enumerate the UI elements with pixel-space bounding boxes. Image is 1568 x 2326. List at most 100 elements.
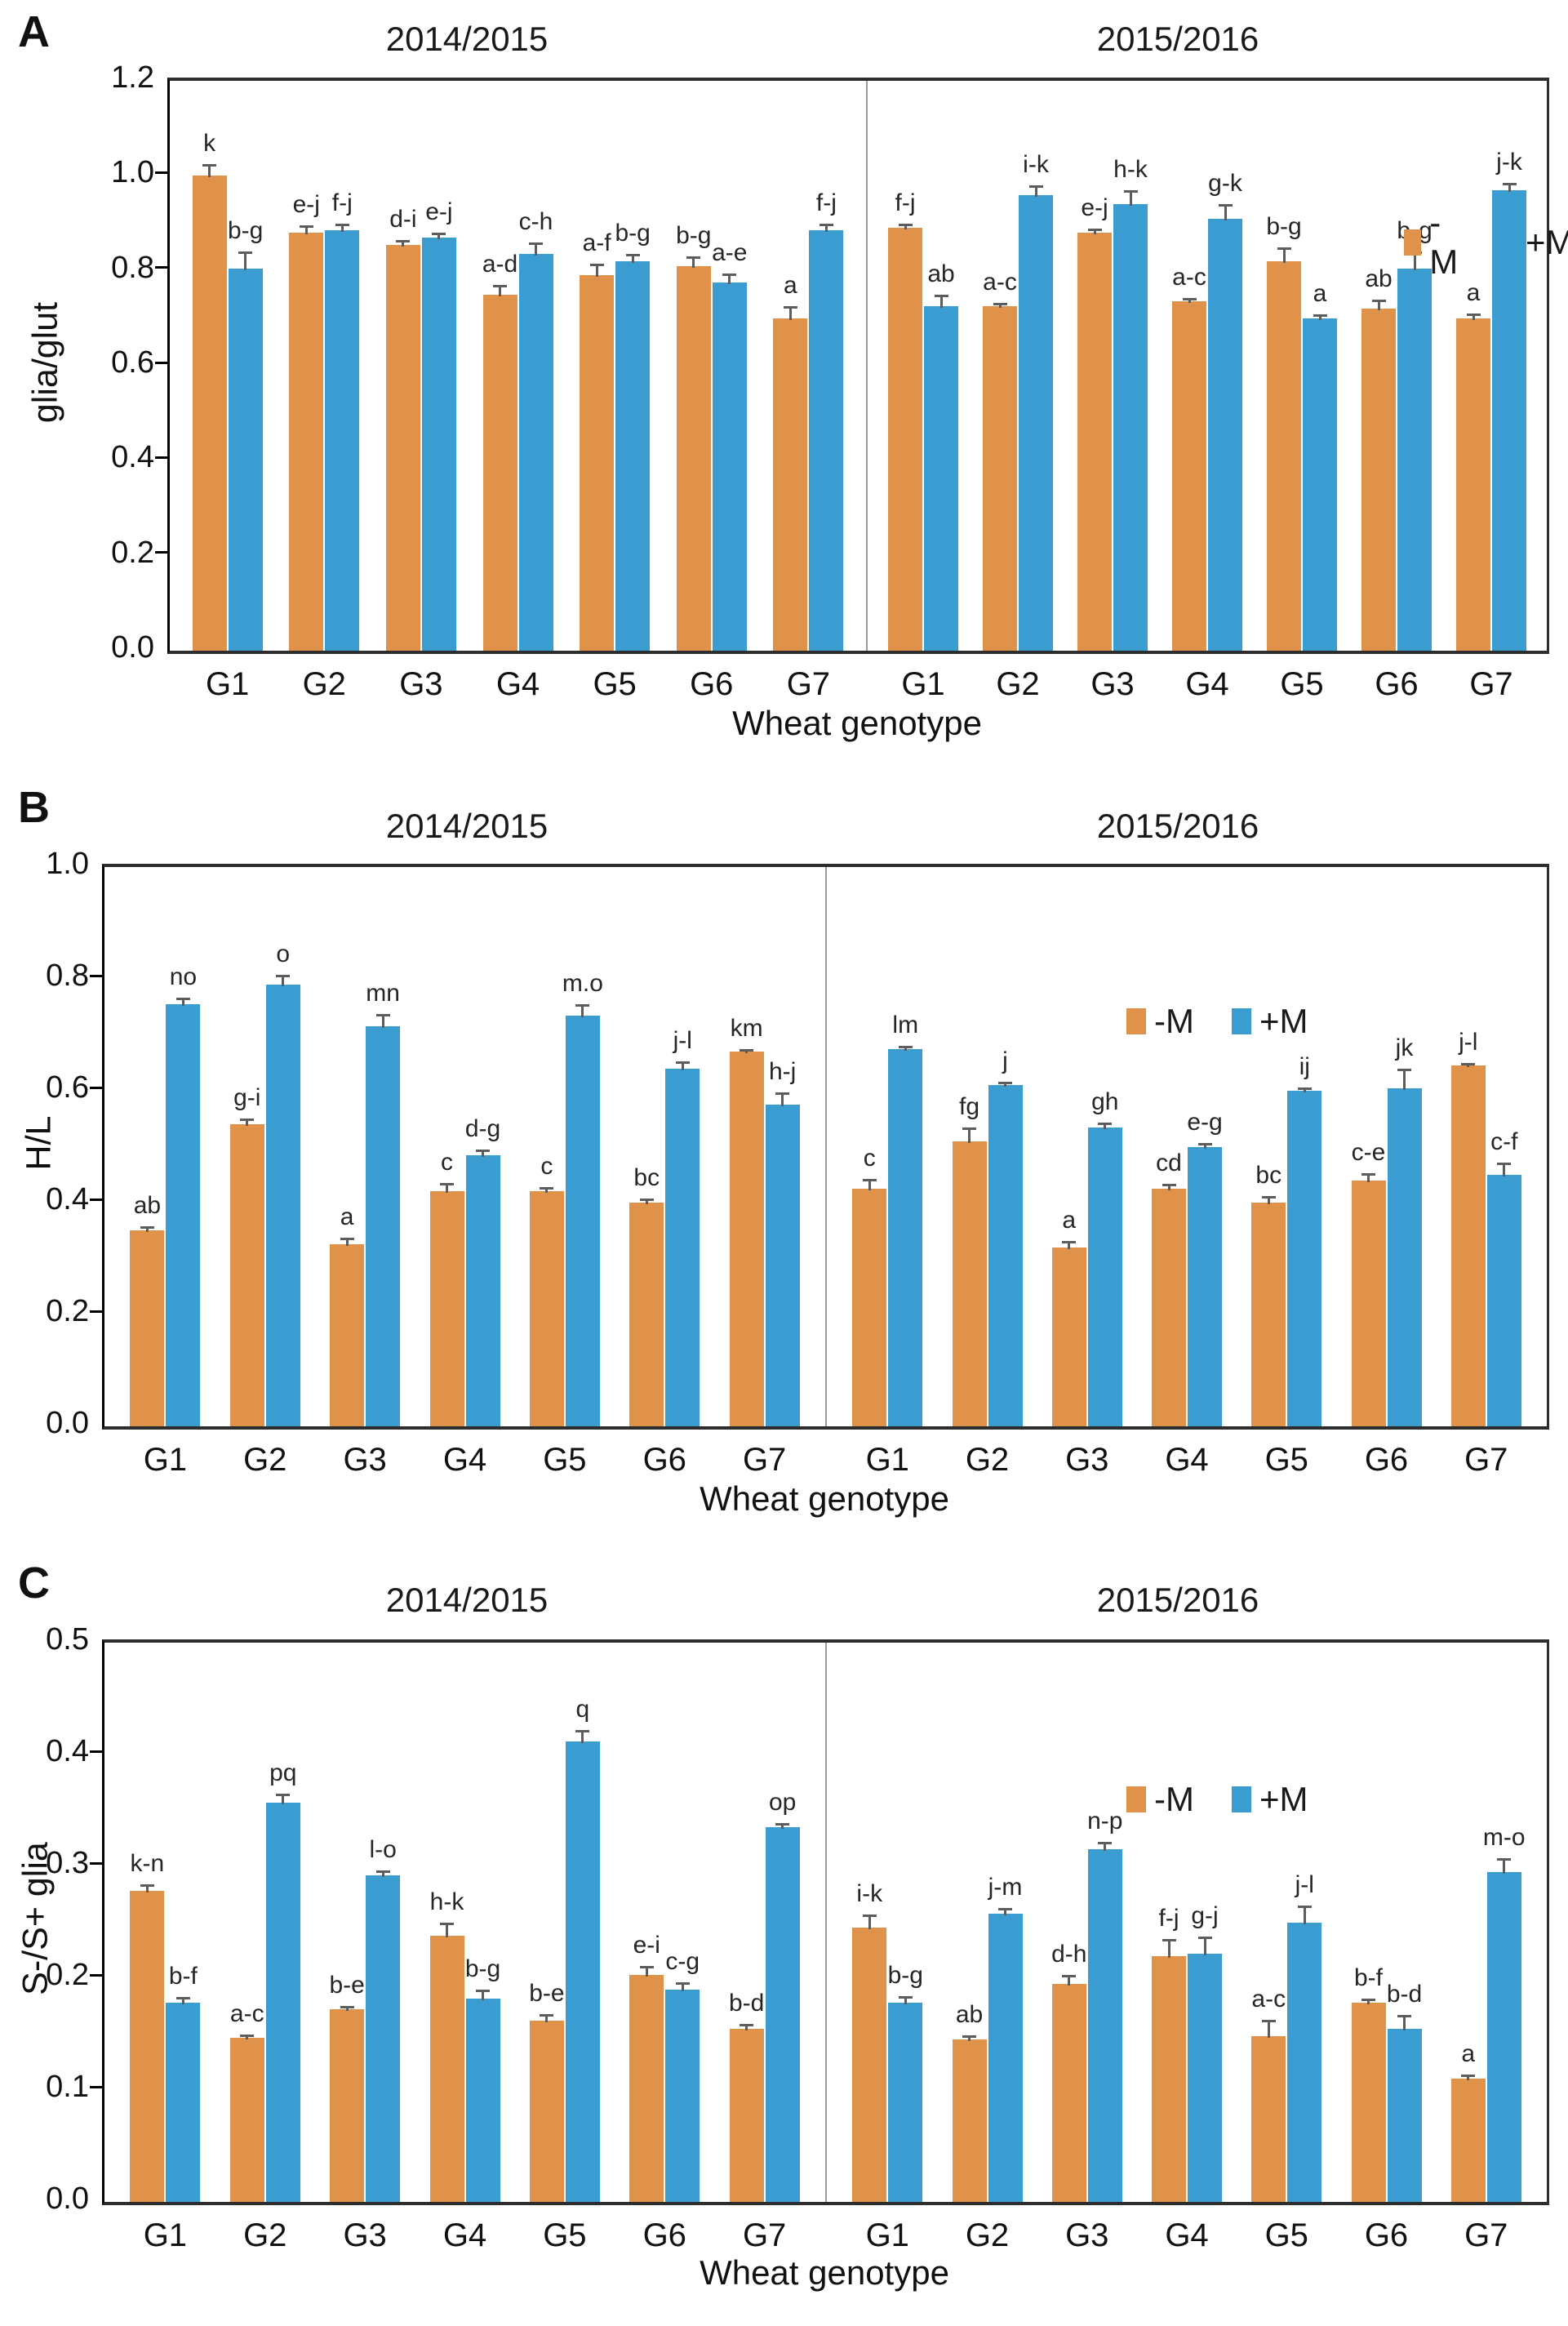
- bar-group-g2: e-j f-j G2: [285, 81, 363, 702]
- bar-slot: d-g: [465, 867, 500, 1426]
- panel-letter: A: [18, 7, 50, 56]
- significance-letter: e-j: [1081, 194, 1108, 222]
- bar-plus-m: [888, 1048, 923, 1426]
- bar-minus-m: [229, 2037, 264, 2202]
- bar-group-g3: a gh G3: [1048, 867, 1126, 1478]
- y-tick-label: 0.0: [111, 630, 154, 665]
- legend: -M +M: [1126, 1002, 1308, 1041]
- bar-group-g7: km h-j G7: [726, 867, 804, 1478]
- error-bar-cap: [862, 1914, 877, 1917]
- bar-minus-m: [1051, 1983, 1086, 2202]
- subplot-title-2015-2016: 2015/2016: [1096, 20, 1259, 58]
- significance-letter: bc: [633, 1163, 660, 1191]
- bar-slot: b-g: [888, 1643, 923, 2202]
- legend-label-minus-m: -M: [1154, 1780, 1194, 1818]
- significance-letter: ab: [955, 2000, 984, 2028]
- y-tick-mark: [90, 2085, 102, 2088]
- error-bar-cap: [1371, 299, 1386, 302]
- significance-letter: b-d: [1386, 1981, 1423, 2008]
- bar-slot: ij: [1287, 867, 1322, 1426]
- error-bar-stem: [581, 1729, 584, 1743]
- error-bar-stem: [1367, 1173, 1370, 1182]
- subplot-title-2014-2015: 2014/2015: [385, 807, 549, 845]
- error-bar-cap: [335, 223, 349, 226]
- y-tick-label: 0.6: [46, 1070, 89, 1105]
- error-bar-cap: [440, 1922, 454, 1925]
- bar-minus-m: [529, 1191, 564, 1426]
- error-bar-stem: [1068, 1974, 1071, 1986]
- error-bar-cap: [140, 1883, 154, 1887]
- legend-label-plus-m: +M: [1259, 1780, 1308, 1818]
- bar-slot: q: [565, 1643, 600, 2202]
- bar-slot: b-g: [465, 1643, 500, 2202]
- x-tick-label: G1: [865, 2217, 909, 2253]
- error-bar-cap: [476, 1989, 490, 1992]
- significance-letter: g-k: [1208, 170, 1242, 198]
- bar-slot: m.o: [562, 867, 603, 1426]
- error-bar-cap: [1361, 1998, 1375, 2001]
- bar-plus-m: [518, 254, 553, 651]
- bar-slot: o: [265, 867, 300, 1426]
- bar-minus-m: [429, 1191, 464, 1426]
- bar-slot: h-k: [429, 1643, 464, 2202]
- bar-plus-m: [988, 1085, 1023, 1426]
- error-bar-cap: [1261, 1195, 1276, 1199]
- error-bar-stem: [545, 2013, 549, 2023]
- y-tick-label: 0.2: [46, 1294, 89, 1328]
- bar-slot: g-i: [229, 867, 264, 1426]
- bar-slot: a: [1303, 81, 1337, 651]
- bar-minus-m: [529, 2021, 564, 2202]
- significance-letter: ij: [1299, 1052, 1310, 1080]
- bar-minus-m: [1351, 2003, 1386, 2202]
- bar-minus-m: [676, 265, 711, 651]
- significance-letter: f-j: [895, 189, 916, 216]
- significance-letter: b-e: [329, 1972, 365, 1999]
- error-bar-cap: [1098, 1841, 1113, 1844]
- half-2015-2016: i-k b-g G1 ab j-m G2 d-h n-p G3 f-j g-j G4 a-c j-l G5 b…: [827, 1643, 1547, 2253]
- bar-slot: a: [773, 81, 808, 651]
- bar-group-g2: a-c i-k G2: [979, 81, 1057, 702]
- bar-slot: b-f: [166, 1643, 201, 2202]
- subplot-title-2014-2015: 2014/2015: [385, 1581, 549, 1619]
- error-bar-cap: [1062, 1240, 1077, 1243]
- y-tick-label: 0.1: [46, 2070, 89, 2104]
- bar-slot: b-e: [529, 1643, 565, 2202]
- error-bar-cap: [1497, 1858, 1512, 1861]
- x-tick-label: G5: [543, 1442, 587, 1478]
- bar-slot: ab: [924, 81, 958, 651]
- error-bar-stem: [788, 306, 792, 320]
- x-tick-label: G3: [1090, 666, 1135, 702]
- x-tick-label: G2: [243, 2217, 287, 2253]
- legend-swatch-plus-m-icon: [1231, 1008, 1251, 1034]
- significance-letter: a: [340, 1203, 354, 1231]
- bar-slot: b-f: [1351, 1643, 1386, 2202]
- y-tick-label: 0.8: [46, 958, 89, 993]
- bar-slot: a-e: [712, 81, 747, 651]
- x-tick-label: G2: [965, 2217, 1010, 2253]
- bar-slot: c-f: [1486, 867, 1521, 1426]
- bar-plus-m: [1087, 1127, 1122, 1426]
- error-bar-cap: [1502, 183, 1517, 186]
- error-bar-cap: [962, 2035, 976, 2038]
- bar-minus-m: [888, 228, 922, 651]
- bar-slot: b-g: [1266, 81, 1302, 651]
- bar-slot: h-j: [765, 867, 800, 1426]
- bar-minus-m: [1152, 1188, 1186, 1426]
- x-tick-label: G1: [205, 666, 250, 702]
- bar-plus-m: [465, 1154, 500, 1426]
- bar-plus-m: [265, 984, 300, 1426]
- bar-slot: a-c: [229, 1643, 264, 2202]
- bar-minus-m: [580, 275, 615, 651]
- significance-letter: op: [768, 1788, 797, 1816]
- error-bar-stem: [208, 163, 211, 178]
- bar-minus-m: [429, 1935, 464, 2202]
- error-bar-cap: [1197, 1143, 1212, 1146]
- bar-slot: bc: [629, 867, 664, 1426]
- significance-letter: c-f: [1490, 1127, 1518, 1155]
- bar-minus-m: [330, 1244, 365, 1426]
- x-tick-label: G6: [690, 666, 734, 702]
- significance-letter: ab: [133, 1191, 162, 1219]
- bar-group-g3: a mn G3: [326, 867, 404, 1478]
- error-bar-cap: [1162, 1184, 1176, 1187]
- x-axis-label: Wheat genotype: [732, 704, 982, 742]
